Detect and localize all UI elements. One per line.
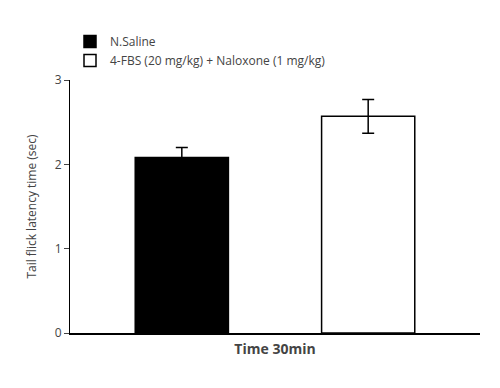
svg-text:4-FBS (20 mg/kg) + Naloxone (1: 4-FBS (20 mg/kg) + Naloxone (1 mg/kg) bbox=[110, 52, 325, 69]
svg-text:Tail flick latency time (sec): Tail flick latency time (sec) bbox=[23, 134, 40, 279]
svg-text:Time 30min: Time 30min bbox=[234, 339, 315, 358]
svg-text:1: 1 bbox=[55, 240, 62, 257]
svg-text:N.Saline: N.Saline bbox=[110, 33, 156, 50]
svg-text:0: 0 bbox=[55, 324, 62, 341]
svg-text:3: 3 bbox=[55, 71, 62, 88]
svg-text:2: 2 bbox=[55, 156, 62, 173]
